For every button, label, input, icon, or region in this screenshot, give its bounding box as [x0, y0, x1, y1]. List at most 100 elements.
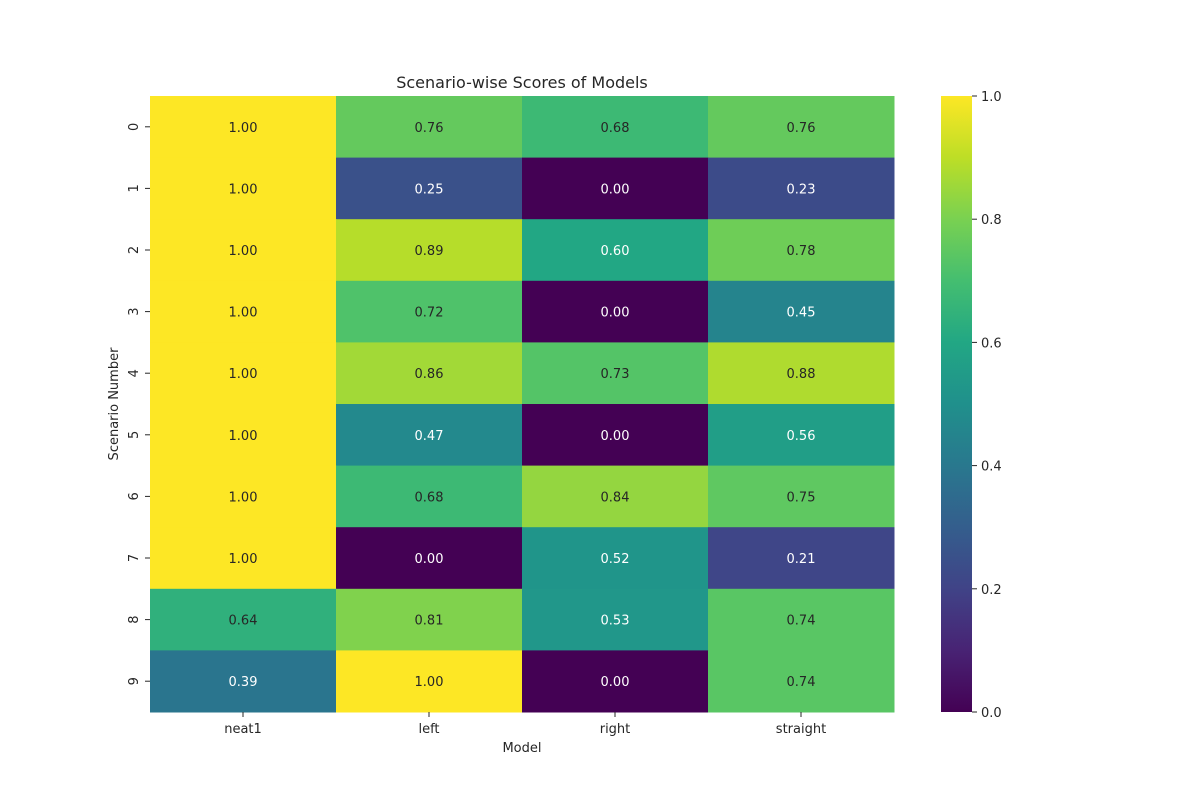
colorbar-tick-label: 0.8 — [981, 213, 1002, 228]
cell-value-label: 1.00 — [229, 429, 258, 444]
heatmap-cell — [522, 219, 709, 282]
cell-value-label: 0.89 — [415, 244, 444, 259]
heatmap-cell — [708, 157, 895, 220]
cell-value-label: 0.68 — [601, 121, 630, 136]
y-tick-label: 4 — [127, 369, 142, 377]
cell-value-label: 0.25 — [415, 182, 444, 197]
heatmap-cell — [336, 527, 523, 590]
cell-value-label: 0.60 — [601, 244, 630, 259]
heatmap-cell — [522, 157, 709, 220]
heatmap-cell — [150, 219, 337, 282]
x-tick-label: right — [600, 722, 631, 737]
cell-value-label: 1.00 — [229, 182, 258, 197]
cell-value-label: 0.21 — [787, 552, 816, 567]
heatmap-cell — [708, 404, 895, 467]
colorbar-tick-label: 0.0 — [981, 706, 1002, 721]
cell-value-label: 0.73 — [601, 367, 630, 382]
heatmap-cell — [708, 650, 895, 713]
x-tick-label: left — [418, 722, 439, 737]
heatmap-cell — [522, 650, 709, 713]
cell-value-label: 0.00 — [415, 552, 444, 567]
cell-value-label: 0.56 — [787, 429, 816, 444]
cell-value-label: 0.76 — [787, 121, 816, 136]
cell-value-label: 0.45 — [787, 306, 816, 321]
heatmap-cell — [336, 465, 523, 528]
cell-value-label: 0.00 — [601, 182, 630, 197]
y-tick-label: 1 — [127, 184, 142, 192]
cell-value-label: 0.68 — [415, 490, 444, 505]
cell-value-label: 1.00 — [415, 675, 444, 690]
colorbar-tick-label: 1.0 — [981, 90, 1002, 105]
colorbar-gradient — [941, 96, 972, 712]
heatmap-cell — [522, 465, 709, 528]
heatmap-cell — [522, 588, 709, 651]
y-axis-label: Scenario Number — [107, 347, 122, 461]
heatmap-cell — [708, 96, 895, 159]
cell-value-label: 0.00 — [601, 429, 630, 444]
heatmap-cell — [522, 96, 709, 159]
cell-value-label: 0.52 — [601, 552, 630, 567]
colorbar-tick-label: 0.4 — [981, 460, 1002, 475]
cell-value-label: 0.23 — [787, 182, 816, 197]
heatmap-cell — [150, 342, 337, 405]
heatmap-cell — [336, 96, 523, 159]
heatmap-cell — [522, 404, 709, 467]
x-axis-ticks: neat1 left right straight — [224, 712, 826, 737]
cell-value-label: 0.88 — [787, 367, 816, 382]
cell-value-label: 0.78 — [787, 244, 816, 259]
heatmap-cell — [150, 465, 337, 528]
cell-value-label: 0.84 — [601, 490, 630, 505]
heatmap-cell — [336, 650, 523, 713]
heatmap-cell — [150, 280, 337, 343]
cell-value-label: 0.64 — [229, 614, 258, 629]
heatmap-cell — [336, 404, 523, 467]
cell-value-label: 1.00 — [229, 490, 258, 505]
y-axis-ticks: 0 1 2 3 4 5 6 7 8 9 — [127, 123, 150, 685]
y-tick-label: 7 — [127, 554, 142, 562]
cell-value-label: 1.00 — [229, 121, 258, 136]
heatmap-cell — [150, 650, 337, 713]
cell-value-label: 1.00 — [229, 367, 258, 382]
x-tick-label: straight — [776, 722, 826, 737]
cell-value-label: 0.47 — [415, 429, 444, 444]
y-tick-label: 0 — [127, 123, 142, 131]
y-tick-label: 6 — [127, 492, 142, 500]
heatmap-cell — [522, 280, 709, 343]
heatmap-cell — [336, 280, 523, 343]
x-axis-label: Model — [502, 741, 541, 756]
cell-value-label: 0.53 — [601, 614, 630, 629]
cell-value-label: 0.76 — [415, 121, 444, 136]
heatmap-cell — [522, 342, 709, 405]
cell-value-label: 0.86 — [415, 367, 444, 382]
y-tick-label: 3 — [127, 307, 142, 315]
heatmap-cell — [336, 588, 523, 651]
cell-value-label: 0.39 — [229, 675, 258, 690]
heatmap-cell — [708, 527, 895, 590]
x-tick-label: neat1 — [224, 722, 262, 737]
cell-value-label: 0.00 — [601, 306, 630, 321]
heatmap-cell — [522, 527, 709, 590]
cell-value-label: 1.00 — [229, 306, 258, 321]
heatmap-cell — [336, 342, 523, 405]
cell-value-label: 0.74 — [787, 614, 816, 629]
heatmap-cell — [150, 157, 337, 220]
cell-value-label: 0.72 — [415, 306, 444, 321]
heatmap-cell — [336, 157, 523, 220]
heatmap-cell — [708, 280, 895, 343]
colorbar-tick-label: 0.2 — [981, 583, 1002, 598]
colorbar-tick-label: 0.6 — [981, 336, 1002, 351]
heatmap-cells: 1.00 0.76 0.68 0.76 1.00 0.25 0.00 0.23 1.00 0.89… — [150, 96, 895, 713]
cell-value-label: 0.74 — [787, 675, 816, 690]
cell-value-label: 1.00 — [229, 244, 258, 259]
y-tick-label: 9 — [127, 677, 142, 685]
heatmap-cell — [150, 96, 337, 159]
cell-value-label: 0.81 — [415, 614, 444, 629]
heatmap-cell — [150, 404, 337, 467]
heatmap-cell — [708, 342, 895, 405]
y-tick-label: 8 — [127, 615, 142, 623]
cell-value-label: 0.75 — [787, 490, 816, 505]
heatmap-cell — [150, 527, 337, 590]
cell-value-label: 1.00 — [229, 552, 258, 567]
heatmap-cell — [150, 588, 337, 651]
